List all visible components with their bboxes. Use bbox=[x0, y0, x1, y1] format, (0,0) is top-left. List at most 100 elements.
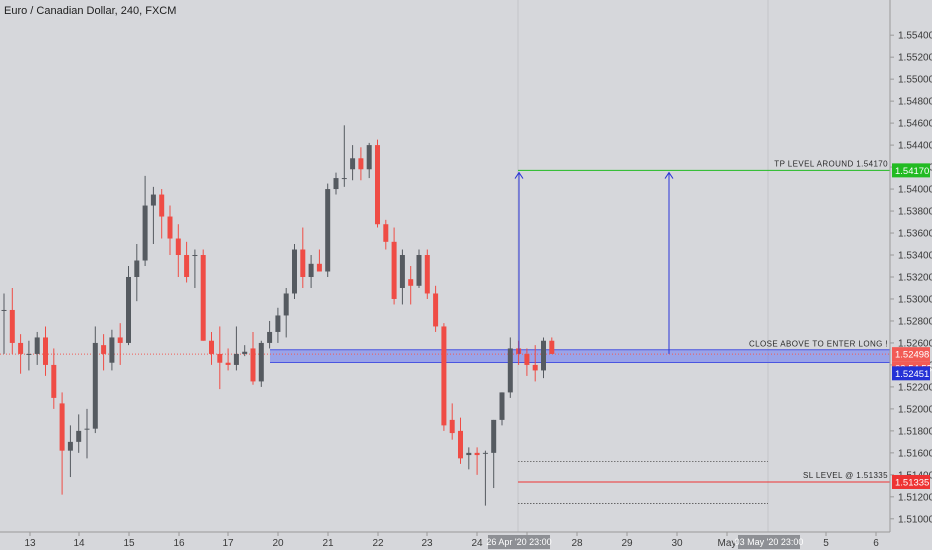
x-tick-label: 29 bbox=[621, 538, 633, 549]
candle bbox=[34, 331, 40, 365]
svg-text:1.52451: 1.52451 bbox=[895, 369, 929, 380]
candle bbox=[159, 189, 165, 239]
y-tick-label: 1.55000 bbox=[898, 75, 932, 86]
candle bbox=[283, 287, 289, 338]
candle bbox=[383, 219, 389, 250]
candle bbox=[167, 205, 173, 256]
y-tick-label: 1.52000 bbox=[898, 404, 932, 415]
level-label: SL LEVEL @ 1.51335 bbox=[803, 471, 888, 480]
y-tick-label: 1.54800 bbox=[898, 97, 932, 108]
candle bbox=[26, 340, 32, 371]
candle bbox=[18, 334, 24, 374]
x-tick-label: 20 bbox=[272, 538, 284, 549]
candle bbox=[532, 345, 538, 382]
candle bbox=[458, 417, 463, 464]
sl-price-badge: 1.51335 bbox=[892, 474, 930, 489]
candle bbox=[175, 224, 181, 277]
candle bbox=[366, 142, 372, 179]
svg-text:1.54170: 1.54170 bbox=[895, 166, 929, 177]
candle bbox=[142, 175, 148, 266]
y-tick-label: 1.55200 bbox=[898, 53, 932, 64]
y-tick-label: 1.51200 bbox=[898, 492, 932, 503]
candle bbox=[416, 249, 422, 288]
candle bbox=[217, 326, 223, 390]
candle bbox=[292, 244, 297, 299]
x-tick-label: 21 bbox=[322, 538, 334, 549]
x-tick-label: 14 bbox=[73, 538, 85, 549]
svg-text:26 Apr '20 23:00: 26 Apr '20 23:00 bbox=[486, 537, 551, 547]
candle bbox=[59, 392, 65, 495]
candle bbox=[92, 326, 98, 434]
x-tick-label: 6 bbox=[873, 538, 879, 549]
candle bbox=[192, 249, 198, 288]
tp-price-badge: 1.54170 bbox=[892, 163, 930, 178]
target-arrow bbox=[514, 171, 524, 354]
candle bbox=[200, 249, 206, 341]
candle bbox=[466, 447, 472, 470]
x-tick-label: 22 bbox=[372, 538, 384, 549]
candle bbox=[358, 147, 364, 181]
x-tick-label: 30 bbox=[671, 538, 683, 549]
x-tick-label: 5 bbox=[823, 538, 829, 549]
candle bbox=[482, 450, 488, 506]
grid-layer bbox=[517, 0, 769, 532]
candle bbox=[350, 145, 356, 181]
y-tick-label: 1.54400 bbox=[898, 141, 932, 152]
x-tick-label: 28 bbox=[571, 538, 583, 549]
candle bbox=[101, 334, 107, 371]
y-tick-label: 1.52600 bbox=[898, 338, 932, 349]
candle bbox=[267, 320, 273, 349]
x-cursor-badge: 03 May '20 23:00 bbox=[735, 535, 803, 549]
y-tick-label: 1.53600 bbox=[898, 229, 932, 240]
candle bbox=[333, 172, 339, 195]
candle bbox=[109, 329, 115, 371]
candle bbox=[399, 249, 405, 305]
svg-text:1.52498: 1.52498 bbox=[895, 350, 929, 361]
candle bbox=[300, 227, 306, 288]
y-tick-label: 1.55400 bbox=[898, 31, 932, 42]
candle bbox=[541, 337, 546, 379]
x-tick-label: 17 bbox=[222, 538, 234, 549]
candle bbox=[424, 249, 430, 299]
x-cursor-badge: 26 Apr '20 23:00 bbox=[486, 535, 552, 549]
candle bbox=[51, 348, 57, 409]
target-arrows bbox=[514, 171, 674, 354]
candle bbox=[433, 285, 439, 332]
candle bbox=[341, 125, 347, 187]
candle bbox=[408, 266, 414, 305]
candle bbox=[275, 307, 281, 343]
y-tick-label: 1.51000 bbox=[898, 514, 932, 525]
candle bbox=[391, 227, 397, 305]
candle bbox=[449, 403, 455, 440]
candle bbox=[499, 392, 505, 426]
entry-zone-box bbox=[270, 349, 890, 363]
candle bbox=[134, 244, 140, 302]
y-tick-label: 1.53800 bbox=[898, 207, 932, 218]
candles bbox=[1, 125, 555, 506]
x-tick-label: May bbox=[718, 538, 737, 549]
y-tick-label: 1.52200 bbox=[898, 382, 932, 393]
candle bbox=[325, 183, 331, 277]
x-tick-label: 23 bbox=[421, 538, 433, 549]
chart-title: Euro / Canadian Dollar, 240, FXCM bbox=[4, 5, 176, 17]
zone-price-badge: 1.52451 bbox=[892, 366, 930, 381]
x-tick-label: 15 bbox=[123, 538, 135, 549]
y-tick-label: 1.51600 bbox=[898, 448, 932, 459]
y-tick-label: 1.54000 bbox=[898, 185, 932, 196]
candle bbox=[84, 408, 90, 459]
candle bbox=[233, 326, 239, 371]
candle bbox=[250, 331, 256, 385]
candle bbox=[184, 241, 190, 283]
y-tick-label: 1.53400 bbox=[898, 251, 932, 262]
y-tick-label: 1.52800 bbox=[898, 316, 932, 327]
candle bbox=[375, 139, 380, 228]
x-tick-label: 24 bbox=[471, 538, 483, 549]
candle bbox=[474, 447, 480, 475]
candle bbox=[258, 340, 264, 387]
candle bbox=[1, 293, 7, 354]
candle bbox=[126, 266, 131, 346]
entry-label: CLOSE ABOVE TO ENTER LONG ! bbox=[749, 340, 888, 349]
